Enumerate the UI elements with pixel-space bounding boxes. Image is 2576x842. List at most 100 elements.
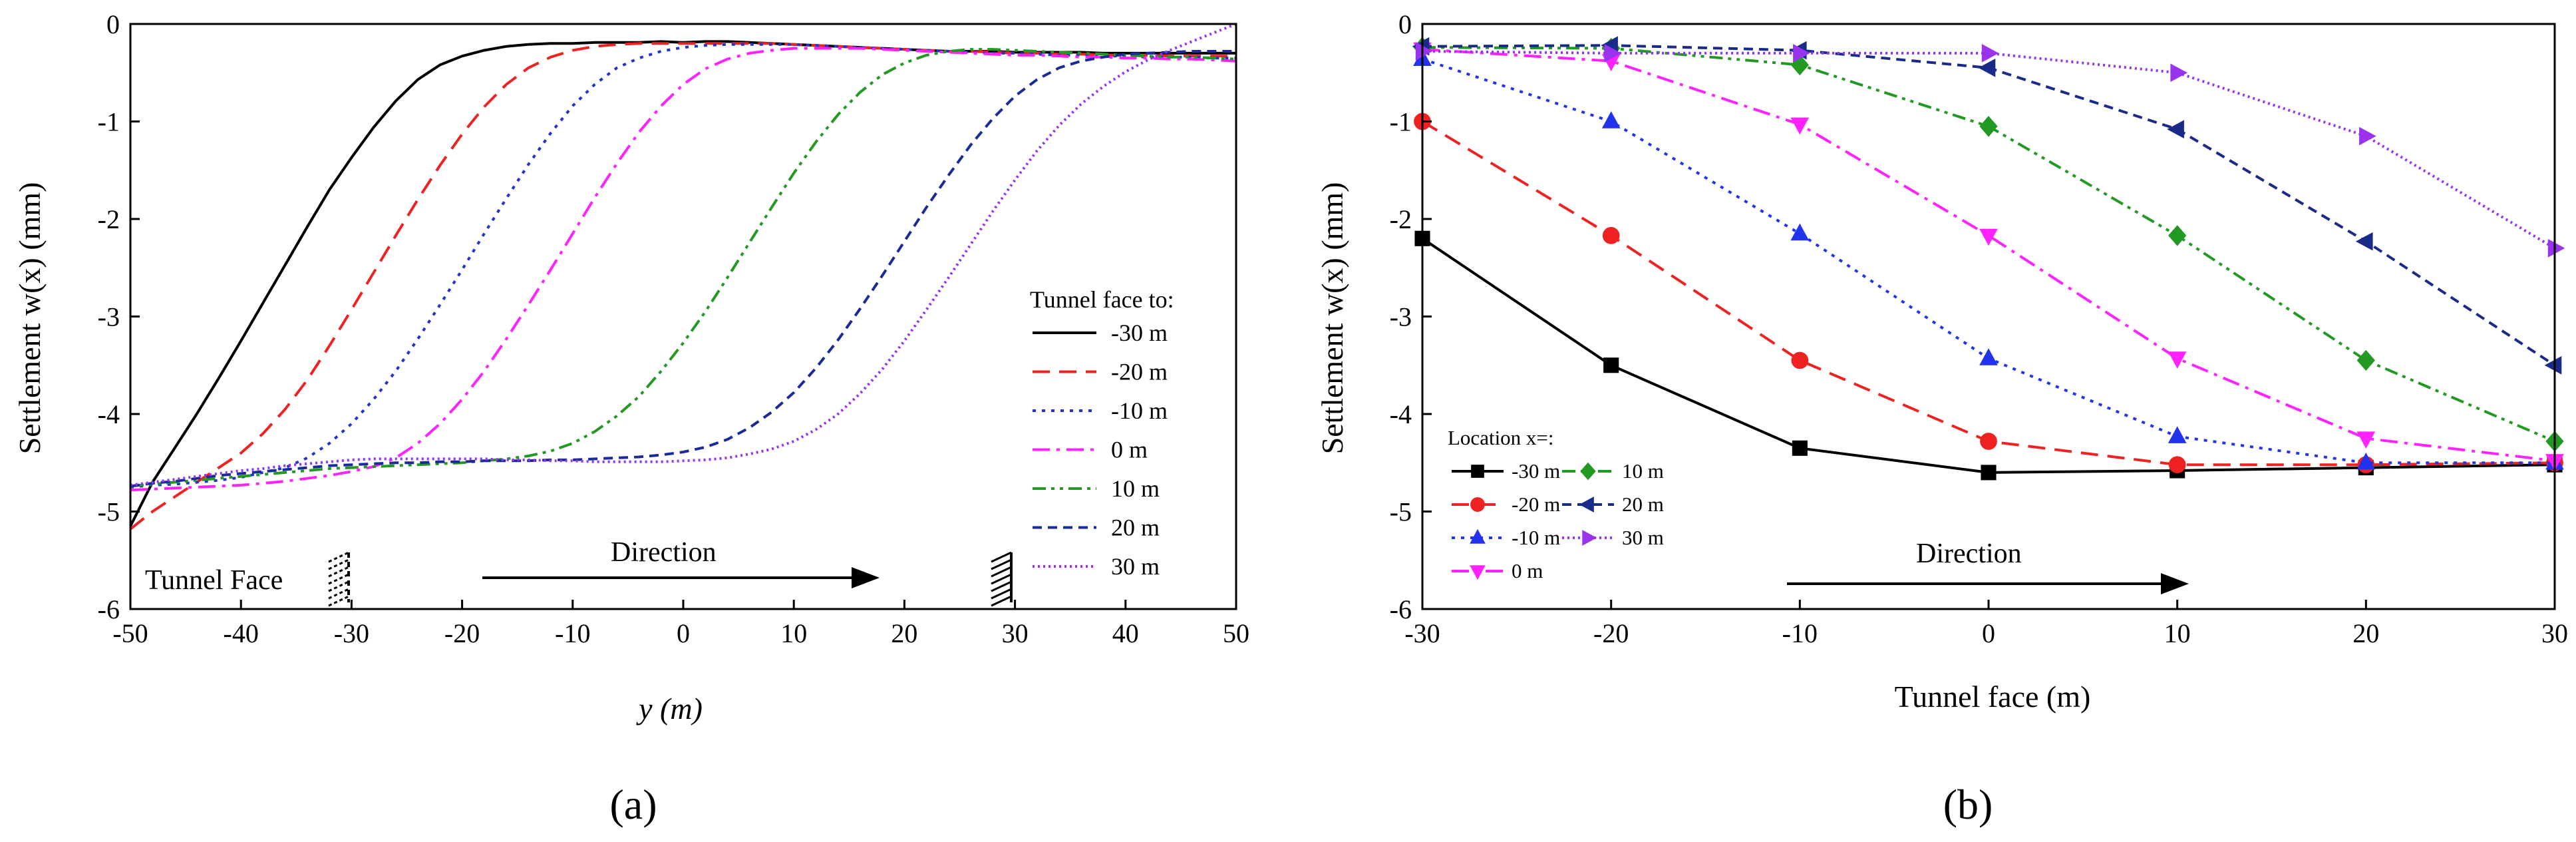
hatch-right-stroke-4 — [991, 580, 1012, 592]
panel-b-series-2-point-2 — [1790, 223, 1810, 241]
panel-b-label: (b) — [1943, 781, 1993, 828]
panel-b-series-0-point-1 — [1603, 357, 1619, 373]
panel-a-x-tick-label-5: 0 — [677, 618, 690, 648]
panel-a-ticks: -50 -40 -30 -20 -10 0 10 20 30 40 50 0 -1 -2 -3 -4 -5 -6 — [98, 9, 1249, 648]
tunnel-face-hatch-left — [328, 551, 350, 607]
panel-b-series-3-point-5 — [2356, 431, 2376, 449]
panel-a-tunnel-face-annotation: Tunnel Face — [145, 551, 1013, 607]
panel-a-x-tick-label-4: -10 — [555, 618, 590, 648]
tunnel-face-hatch-right — [991, 551, 1013, 607]
panel-b-series-2-point-1 — [1601, 111, 1621, 128]
hatch-right-stroke-5 — [991, 588, 1012, 600]
panel-b-x-tick-label-4: 10 — [2164, 618, 2191, 648]
panel-a-y-tick-label-1: -1 — [98, 107, 120, 137]
panel-a-chart: -50 -40 -30 -20 -10 0 10 20 30 40 500-1-2-3-4-5-6 … — [13, 9, 1249, 828]
panel-b-series-line-3 — [1422, 48, 2555, 463]
hatch-right-stroke-1 — [991, 558, 1012, 570]
panel-a-y-tick-label-5: -5 — [98, 497, 120, 527]
panel-b-series-5-point-3 — [1978, 59, 1996, 77]
panel-b-x-tick-label-2: -10 — [1782, 618, 1818, 648]
hatch-left-stroke-6 — [328, 595, 349, 607]
panel-b-plot-frame — [1421, 23, 2556, 610]
panel-b-legend-label-3: 0 m — [1512, 559, 1543, 582]
panel-b-legend-title: Location x=: — [1448, 426, 1554, 449]
panel-a-series-line-1 — [129, 42, 1236, 530]
panel-b-legend-marker-3 — [1470, 565, 1486, 580]
panel-a-x-tick-label-3: -20 — [444, 618, 480, 648]
panel-a-legend-label-1: -20 m — [1111, 359, 1168, 385]
panel-b-series-3-point-2 — [1790, 117, 1810, 135]
panel-b-x-tick-label-1: -20 — [1593, 618, 1629, 648]
panel-a-y-tick-label-6: -6 — [98, 594, 120, 624]
hatch-right-stroke-6 — [991, 595, 1012, 607]
panel-b-y-axis-title: Settlement w(x) (mm) — [1315, 182, 1349, 455]
panel-a-series-6 — [130, 23, 1237, 487]
panel-b-series-4-point-4 — [2168, 225, 2187, 246]
panel-b-series-0-point-3 — [1981, 465, 1997, 481]
panel-b-y-tick-label-1: -1 — [1390, 107, 1412, 137]
panel-a-series-group — [129, 23, 1237, 530]
panel-b-series-1-point-2 — [1791, 351, 1809, 369]
panel-a-x-tick-label-6: 10 — [780, 618, 807, 648]
panel-a-x-axis-title-text: y (m) — [636, 692, 703, 726]
panel-a-x-tick-label-2: -30 — [334, 618, 369, 648]
panel-b-legend-marker-4 — [1580, 462, 1596, 481]
panel-a-series-line-4 — [130, 48, 1237, 488]
tunnel-face-label: Tunnel Face — [145, 565, 283, 596]
hatch-right-stroke-2 — [991, 566, 1012, 578]
panel-b-series-4-point-5 — [2356, 349, 2375, 371]
panel-b-legend-label-2: -10 m — [1512, 526, 1560, 549]
panel-a-x-tick-label-8: 30 — [1002, 618, 1029, 648]
panel-b-series-6-point-3 — [1981, 44, 1999, 63]
panel-b-series-line-5 — [1422, 44, 2556, 367]
panel-b-series-4-point-3 — [1979, 116, 1998, 137]
panel-a-plot-frame — [129, 23, 1237, 610]
panel-a-series-line-6 — [130, 23, 1237, 487]
panel-b-series-2 — [1413, 49, 2564, 470]
panel-b-series-1-point-4 — [2168, 456, 2186, 474]
panel-a-x-tick-label-7: 20 — [891, 618, 917, 648]
panel-b-x-tick-label-3: 0 — [1982, 618, 1995, 648]
panel-a-x-tick-label-9: 40 — [1112, 618, 1139, 648]
panel-a-x-tick-label-0: -50 — [112, 618, 148, 648]
panel-a-legend-label-6: 30 m — [1111, 553, 1160, 580]
panel-b-series-line-6 — [1422, 50, 2556, 250]
panel-b-series-5-point-6 — [2544, 355, 2562, 375]
panel-b-series-1 — [1414, 112, 2563, 474]
panel-b-x-tick-label-5: 20 — [2352, 618, 2379, 648]
panel-b-series-5-point-5 — [2355, 232, 2373, 251]
panel-b-series-5 — [1412, 36, 2562, 375]
hatch-left-stroke-0 — [328, 551, 349, 563]
panel-b-series-3-point-4 — [2168, 351, 2187, 369]
panel-a-series-1 — [129, 42, 1236, 530]
hatch-left-stroke-4 — [328, 580, 349, 592]
panel-b-series-2-point-4 — [2168, 426, 2187, 443]
panel-b-series-3-point-3 — [1979, 228, 1998, 246]
panel-b-direction-annotation: Direction — [1787, 538, 2189, 594]
hatch-left-stroke-2 — [328, 566, 349, 578]
panel-a-series-line-5 — [130, 50, 1236, 488]
panel-b-legend-label-5: 20 m — [1622, 493, 1664, 516]
panel-a-legend-label-3: 0 m — [1111, 437, 1148, 463]
panel-a-direction-annotation: Direction — [482, 537, 880, 588]
panel-a-series-4 — [130, 48, 1237, 488]
panel-a-y-tick-label-3: -3 — [98, 302, 120, 332]
panel-b-series-6-point-4 — [2170, 63, 2188, 83]
hatch-left-stroke-3 — [328, 573, 349, 585]
panel-a-series-3 — [130, 47, 1237, 492]
panel-a-series-line-0 — [129, 40, 1236, 527]
panel-b-series-5-point-4 — [2167, 120, 2184, 139]
panel-b-series-6-point-5 — [2359, 126, 2376, 146]
panel-b-y-tick-label-5: -5 — [1390, 497, 1412, 527]
panel-b-legend-marker-5 — [1579, 497, 1594, 513]
hatch-right-stroke-0 — [991, 551, 1012, 563]
panel-a-y-tick-label-4: -4 — [98, 399, 120, 429]
panel-b-legend-marker-2 — [1470, 528, 1486, 544]
hatch-right-stroke-3 — [991, 573, 1012, 585]
panel-a-series-line-3 — [130, 47, 1237, 492]
panel-a-series-line-2 — [130, 43, 1236, 489]
panel-a-legend-label-5: 20 m — [1111, 515, 1160, 541]
panel-b-series-2-point-3 — [1979, 348, 1998, 365]
panel-a-y-tick-label-0: 0 — [106, 9, 120, 39]
